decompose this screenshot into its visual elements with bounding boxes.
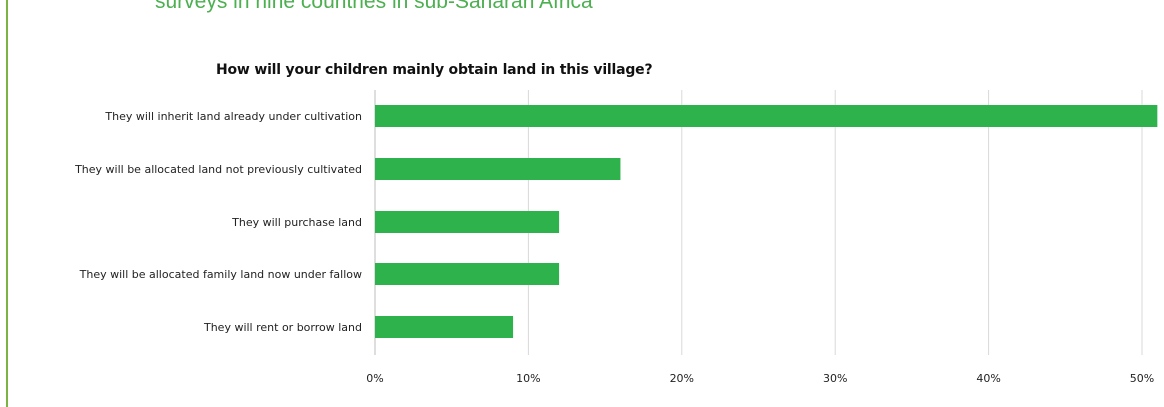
x-tick-label-0: 0% [366, 372, 383, 385]
chart-title: How will your children mainly obtain lan… [216, 62, 653, 78]
bar-1 [375, 105, 1158, 127]
bar-4 [375, 263, 560, 285]
bar-3 [375, 211, 560, 233]
x-tick-labels: 0% 10% 20% 30% 40% 50% [366, 372, 1154, 385]
x-tick-label-40: 40% [976, 372, 1000, 385]
bars [375, 105, 1158, 338]
bar-5 [375, 316, 514, 338]
category-labels: They will inherit land already under cul… [74, 110, 362, 334]
category-label-3: They will purchase land [231, 216, 362, 229]
x-tick-label-30: 30% [823, 372, 847, 385]
left-accent-rule [6, 0, 8, 407]
category-label-1: They will inherit land already under cul… [104, 110, 362, 123]
x-tick-label-10: 10% [516, 372, 540, 385]
category-label-2: They will be allocated land not previous… [74, 163, 362, 176]
category-label-5: They will rent or borrow land [203, 321, 362, 334]
x-tick-label-20: 20% [670, 372, 694, 385]
figure-caption: surveys in nine countries in sub-Saharan… [155, 0, 593, 13]
bar-2 [375, 158, 621, 180]
x-tick-label-50: 50% [1130, 372, 1154, 385]
category-label-4: They will be allocated family land now u… [79, 268, 362, 281]
